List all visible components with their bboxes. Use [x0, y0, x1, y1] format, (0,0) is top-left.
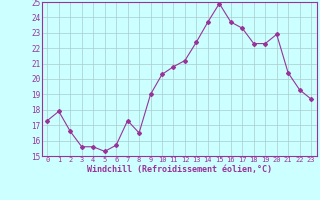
- X-axis label: Windchill (Refroidissement éolien,°C): Windchill (Refroidissement éolien,°C): [87, 165, 272, 174]
